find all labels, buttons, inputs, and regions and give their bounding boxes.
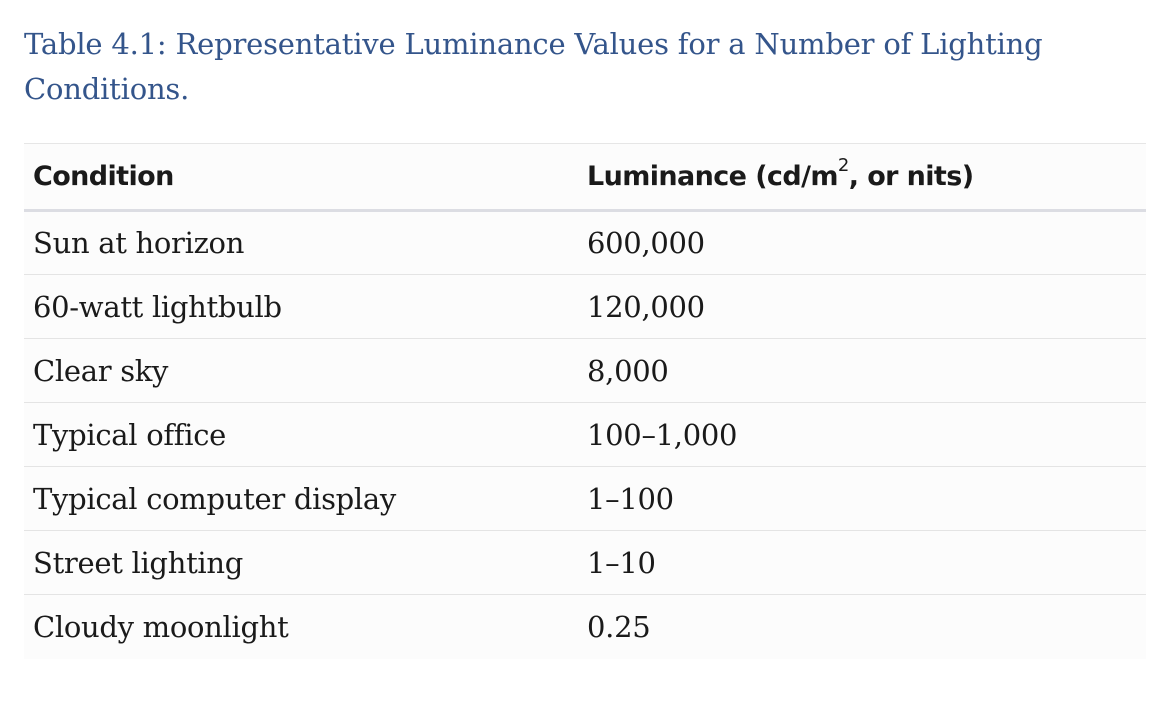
- cell-luminance: 1–10: [587, 545, 656, 580]
- cell-luminance: 120,000: [587, 289, 705, 324]
- cell-condition: Cloudy moonlight: [33, 609, 289, 644]
- cell-luminance: 600,000: [587, 226, 705, 260]
- cell-condition: Sun at horizon: [33, 226, 245, 260]
- cell-luminance: 0.25: [587, 609, 651, 644]
- cell-condition: Typical computer display: [33, 481, 396, 516]
- cell-condition: Clear sky: [33, 353, 169, 388]
- table-row: Street lighting 1–10: [24, 531, 1146, 595]
- header-condition: Condition: [33, 161, 174, 192]
- cell-luminance: 1–100: [587, 481, 674, 516]
- table-row: 60-watt lightbulb 120,000: [24, 275, 1146, 339]
- header-luminance-suffix: , or nits): [848, 161, 974, 192]
- table-row: Typical computer display 1–100: [24, 467, 1146, 531]
- table-body: Sun at horizon 600,000 60-watt lightbulb…: [24, 211, 1146, 659]
- table-row: Clear sky 8,000: [24, 339, 1146, 403]
- table-row: Sun at horizon 600,000: [24, 211, 1146, 275]
- table-row: Typical office 100–1,000: [24, 403, 1146, 467]
- table-row: Cloudy moonlight 0.25: [24, 595, 1146, 659]
- cell-condition: Typical office: [33, 417, 226, 452]
- header-luminance: Luminance (cd/m2, or nits): [578, 144, 1146, 211]
- cell-condition: 60-watt lightbulb: [33, 289, 282, 324]
- cell-luminance: 8,000: [587, 353, 669, 388]
- luminance-table: Condition Luminance (cd/m2, or nits) Sun…: [24, 143, 1146, 659]
- header-row: Condition Luminance (cd/m2, or nits): [24, 143, 1146, 211]
- header-luminance-prefix: Luminance (cd/m: [587, 161, 838, 192]
- cell-condition: Street lighting: [33, 545, 244, 580]
- table-header: Condition Luminance (cd/m2, or nits): [24, 143, 1146, 211]
- table-caption: Table 4.1: Representative Luminance Valu…: [24, 27, 1043, 106]
- cell-luminance: 100–1,000: [587, 417, 738, 452]
- header-luminance-superscript: 2: [837, 155, 849, 176]
